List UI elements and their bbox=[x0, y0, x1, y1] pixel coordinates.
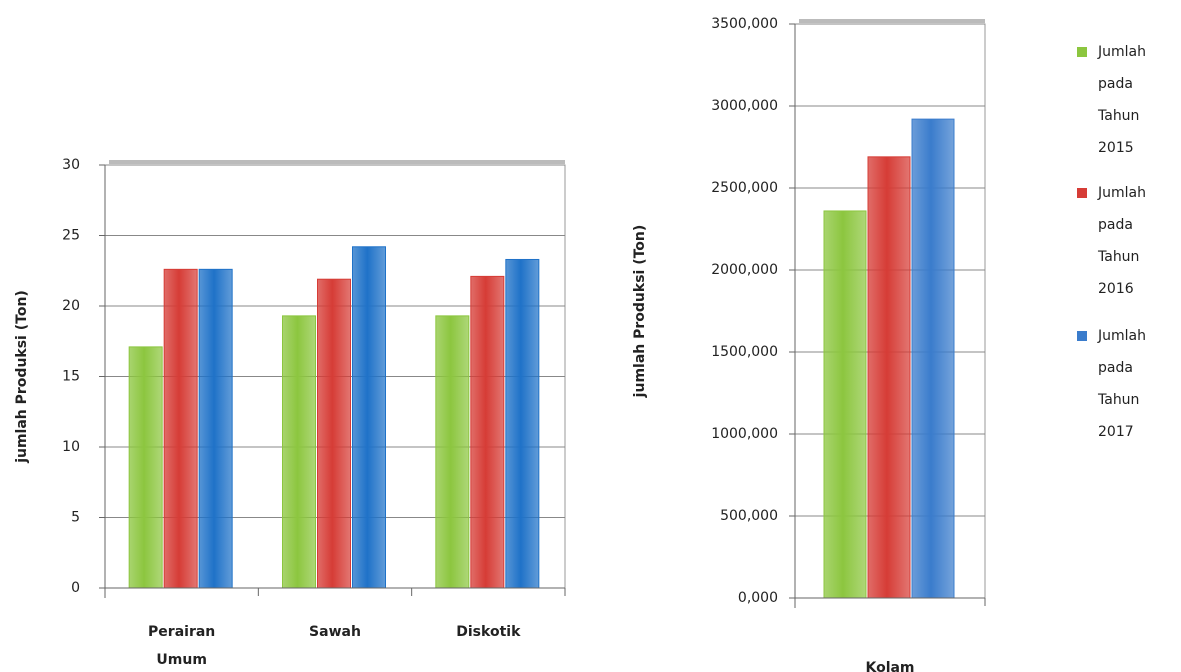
x-tick-label: Perairan Umum bbox=[148, 624, 215, 668]
y-tick-label: 0,000 bbox=[738, 590, 778, 606]
legend-label: Jumlah pada Tahun 2016 bbox=[1097, 185, 1146, 297]
x-tick-label: Sawah bbox=[309, 624, 361, 640]
bar bbox=[317, 278, 351, 589]
y-tick-label: 2500,000 bbox=[711, 180, 778, 196]
y-tick-label: 10 bbox=[62, 439, 80, 455]
y-tick-label: 5 bbox=[71, 510, 80, 526]
legend-label: Jumlah pada Tahun 2015 bbox=[1097, 44, 1146, 156]
x-tick-label: Diskotik bbox=[456, 624, 521, 640]
legend-swatch bbox=[1077, 47, 1087, 57]
y-axis-title: jumlah Produksi (Ton) bbox=[14, 290, 30, 464]
y-axis-title: jumlah Produksi (Ton) bbox=[632, 225, 648, 399]
y-tick-label: 3500,000 bbox=[711, 16, 778, 32]
y-tick-label: 1000,000 bbox=[711, 426, 778, 442]
y-tick-label: 25 bbox=[62, 228, 80, 244]
legend-swatch bbox=[1077, 331, 1087, 341]
y-tick-label: 15 bbox=[62, 369, 80, 385]
legend-swatch bbox=[1077, 188, 1087, 198]
x-tick-label: Kolam bbox=[865, 660, 914, 672]
y-tick-label: 3000,000 bbox=[711, 98, 778, 114]
legend-label: Jumlah pada Tahun 2017 bbox=[1097, 328, 1146, 440]
bar bbox=[823, 210, 867, 599]
bar bbox=[352, 246, 386, 589]
bar bbox=[911, 118, 955, 599]
y-tick-label: 0 bbox=[71, 580, 80, 596]
bar bbox=[470, 275, 505, 589]
y-tick-label: 30 bbox=[62, 157, 80, 173]
bar bbox=[867, 156, 911, 599]
bar bbox=[128, 346, 163, 589]
bar bbox=[163, 268, 198, 589]
bar bbox=[282, 315, 316, 589]
y-tick-label: 1500,000 bbox=[711, 344, 778, 360]
y-tick-label: 2000,000 bbox=[711, 262, 778, 278]
bar bbox=[198, 268, 233, 589]
y-tick-label: 500,000 bbox=[720, 508, 778, 524]
bar bbox=[435, 315, 470, 589]
y-tick-label: 20 bbox=[62, 298, 80, 314]
bar bbox=[505, 258, 540, 589]
